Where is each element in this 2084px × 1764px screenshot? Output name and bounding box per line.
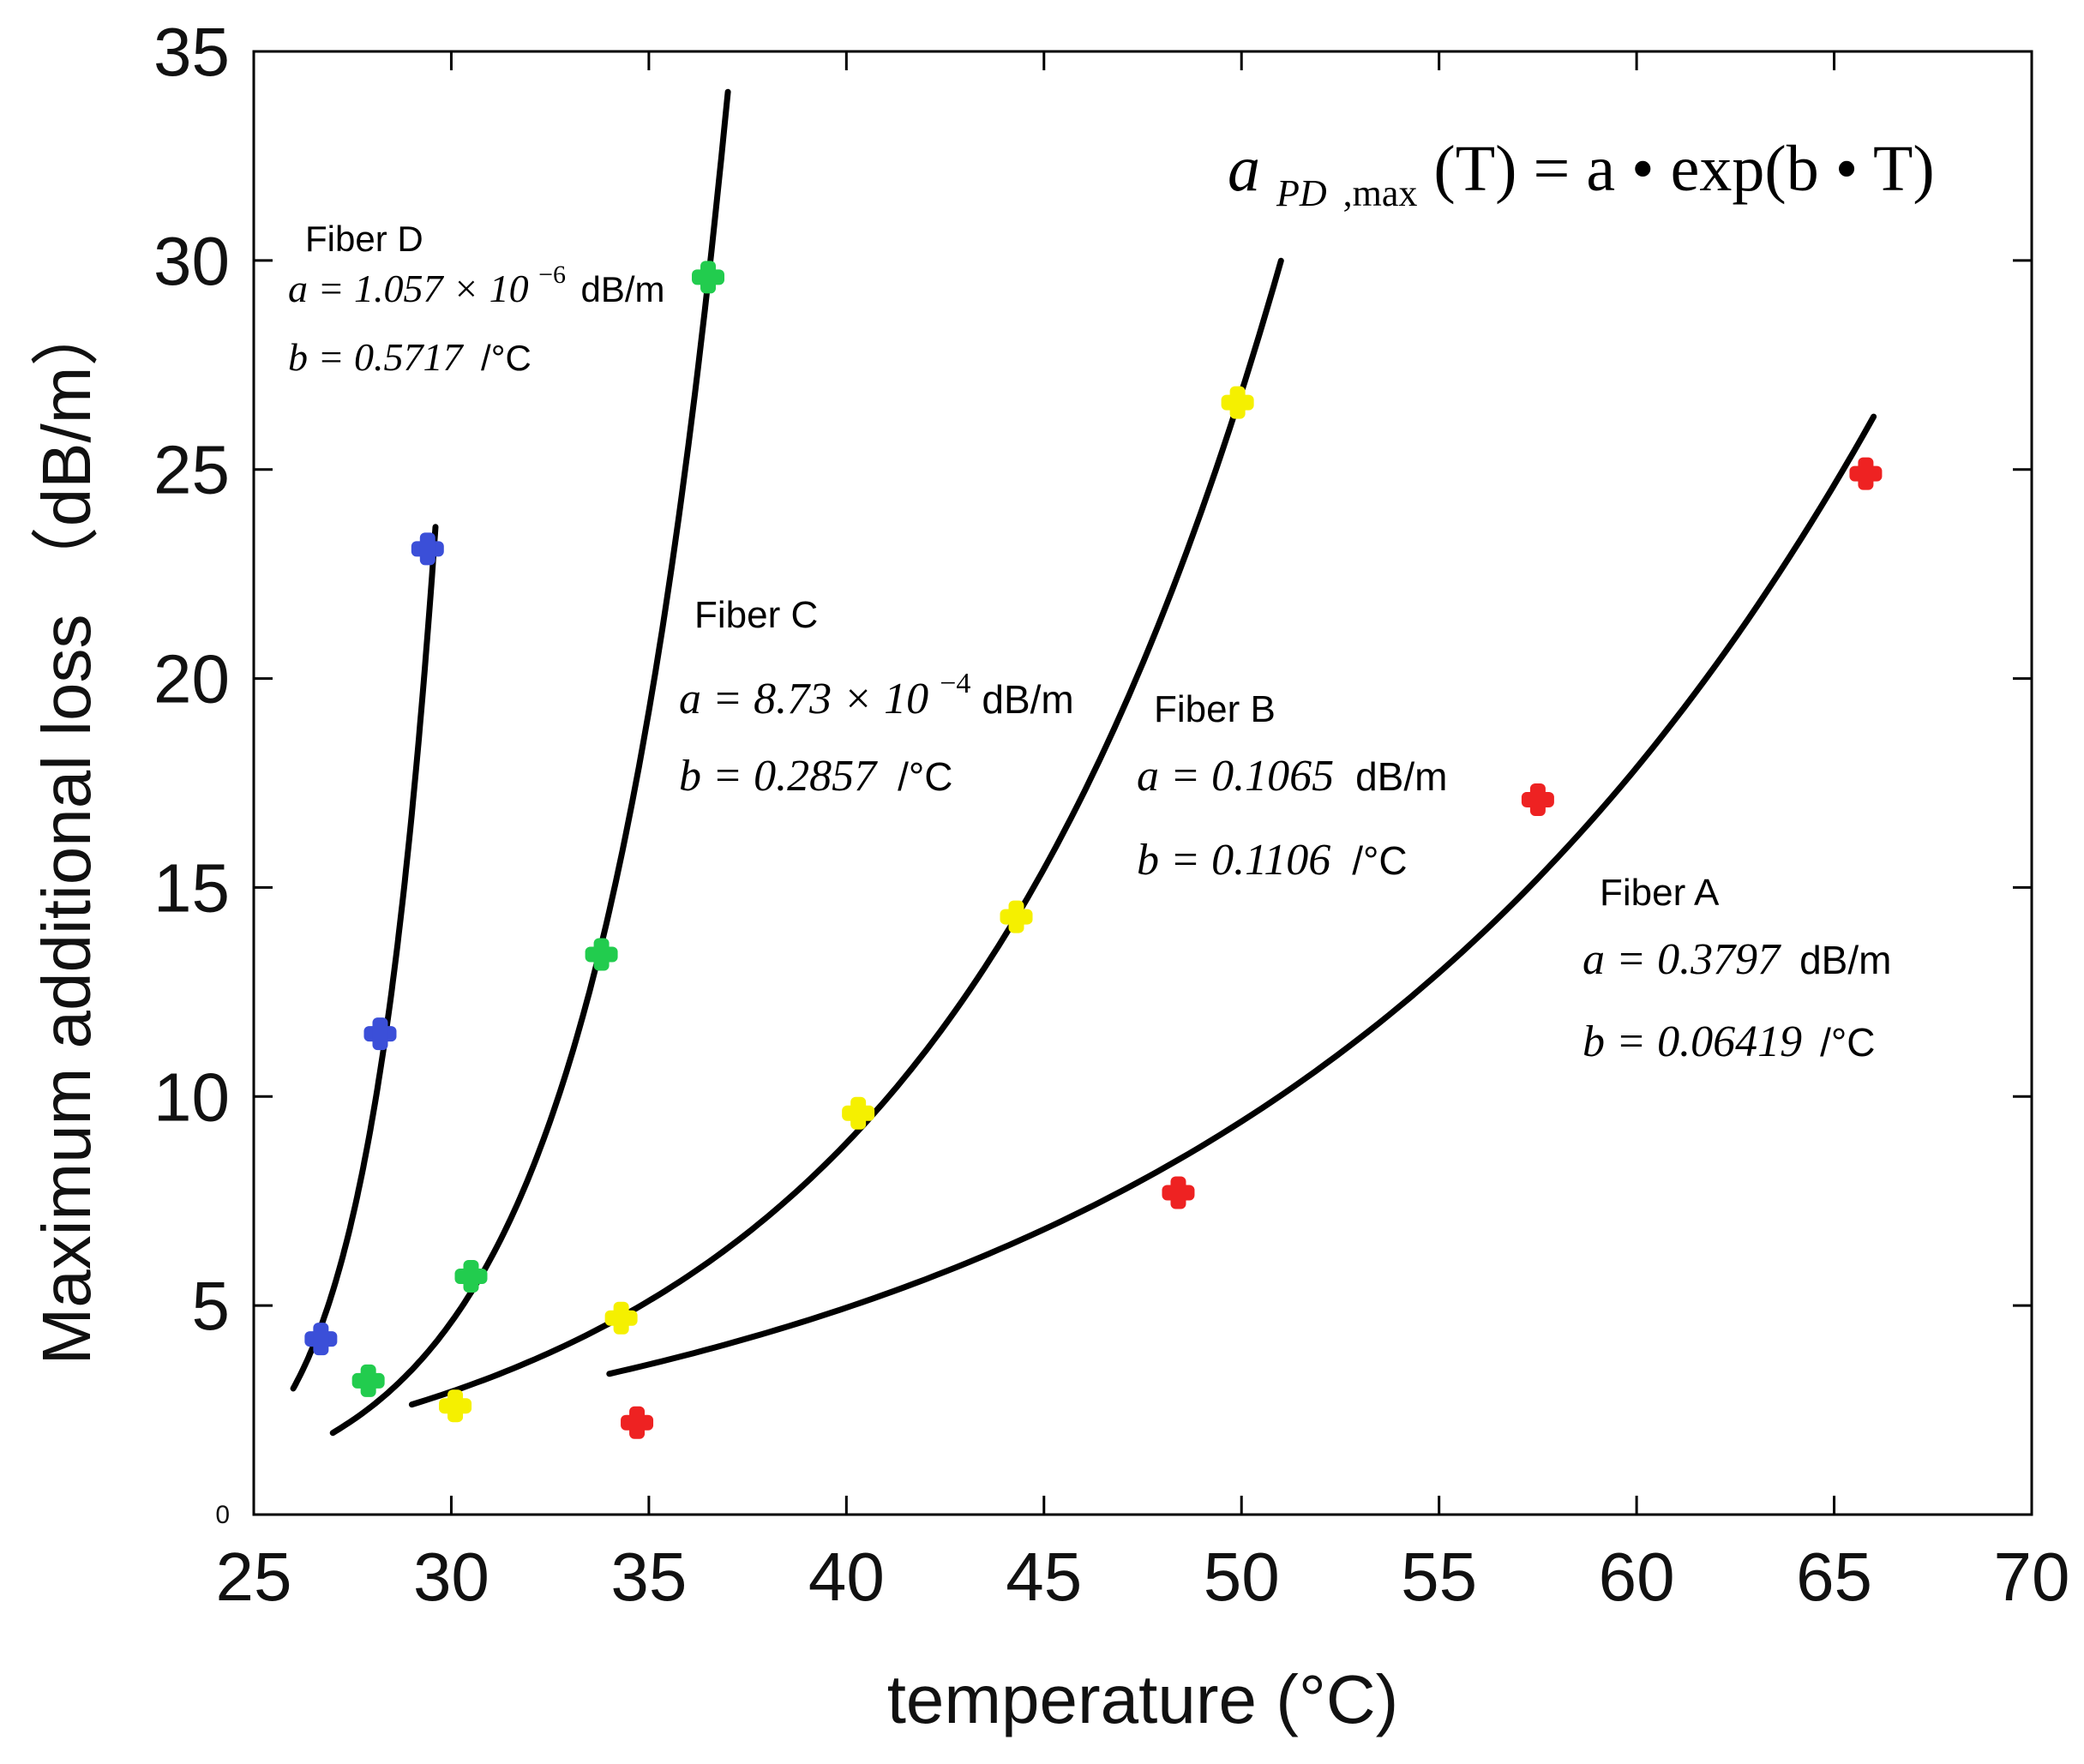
fiber-b-a-param: a = 0.1065 dB/m [1137,752,1447,801]
data-point-fiber-b [842,1096,875,1130]
fiber-a-a-param: a = 0.3797 dB/m [1583,935,1891,984]
fiber-d-a-exponent: −6 [538,261,566,289]
data-points [304,261,1883,1439]
formula-lhs: a [1228,133,1260,205]
data-point-fiber-c [454,1260,488,1293]
x-tick-label: 45 [1006,1539,1082,1615]
fiber-b-a-unit: dB/m [1355,754,1447,799]
formula-rhs: (T) = a • exp(b • T) [1433,133,1934,205]
y-tick-label: 5 [192,1268,231,1344]
fiber-c-a-unit: dB/m [982,677,1073,722]
fiber-d-label: Fiber D [305,219,423,259]
x-tick-label: 55 [1401,1539,1477,1615]
y-tick-label: 15 [153,849,230,926]
x-axis-label: temperature (°C) [887,1661,1399,1737]
fiber-c-label: Fiber C [694,594,818,636]
y-tick-label: 25 [153,432,230,508]
x-tick-label: 60 [1599,1539,1675,1615]
y-tick-label: 10 [153,1059,230,1135]
data-point-fiber-b [1000,900,1033,933]
fiber-b-label: Fiber B [1154,688,1276,730]
fiber-d-b-param: b = 0.5717 /°C [288,335,532,379]
fiber-a-b-value: b = 0.06419 [1583,1017,1802,1066]
y-tick-label: 35 [153,14,230,90]
fiber-d-a-unit: dB/m [581,269,665,309]
data-point-fiber-a [1849,457,1883,490]
y-tick-labels: 5 10 15 20 25 30 35 0 [153,14,230,1529]
x-tick-label: 50 [1204,1539,1280,1615]
fiber-d-a-value: a = 1.057 × 10 [288,267,529,310]
x-tick-label: 25 [216,1539,292,1615]
fit-curve-fiber-a [606,413,1877,1377]
fiber-c-a-exponent: −4 [940,668,970,699]
fiber-c-b-unit: /°C [898,754,952,799]
fiber-a-a-value: a = 0.3797 [1583,935,1781,984]
fiber-c-a-param: a = 8.73 × 10 −4 dB/m [679,654,1074,723]
model-formula: a PD ,max (T) = a • exp(b • T) [1228,133,1935,220]
fiber-a-a-unit: dB/m [1799,938,1891,982]
fiber-a-label: Fiber A [1600,872,1720,914]
fiber-d-b-unit: /°C [481,338,532,378]
fiber-b-a-value: a = 0.1065 [1137,752,1334,801]
fiber-c-b-value: b = 0.2857 [679,752,878,801]
fiber-a-b-unit: /°C [1820,1020,1875,1065]
fiber-d-b-value: b = 0.5717 [288,335,465,379]
data-point-fiber-d [363,1017,397,1051]
formula-subscript-max: ,max [1343,172,1418,214]
x-tick-label: 65 [1796,1539,1872,1615]
data-point-fiber-c [351,1364,385,1397]
data-point-fiber-a [1162,1176,1195,1209]
y-tick-label: 20 [153,641,230,717]
fit-curve-fiber-b [408,257,1284,1408]
axis-ticks [252,50,2033,1515]
data-point-fiber-a [1521,783,1554,817]
data-point-fiber-b [1221,386,1254,419]
plot-frame [252,50,2033,1516]
fit-curves [290,88,1877,1437]
x-tick-label: 40 [808,1539,885,1615]
data-point-fiber-a [621,1406,654,1439]
fiber-c-b-param: b = 0.2857 /°C [679,752,953,801]
data-point-fiber-b [439,1389,472,1423]
x-tick-label: 30 [413,1539,489,1615]
fiber-b-b-unit: /°C [1352,838,1407,883]
y-tick-label: 30 [153,223,230,299]
fit-curve-fiber-c [329,88,731,1437]
fiber-c-a-value: a = 8.73 × 10 [679,675,928,723]
y-tick-label-zero: 0 [215,1501,230,1529]
fit-curve-fiber-d [290,524,439,1392]
x-tick-labels: 25 30 35 40 45 50 55 60 65 70 [216,1539,2070,1615]
formula-subscript: PD [1276,172,1327,214]
fiber-b-b-param: b = 0.1106 /°C [1137,836,1408,885]
x-tick-label: 35 [610,1539,687,1615]
data-point-fiber-c [585,938,618,971]
data-point-fiber-c [692,261,725,294]
fiber-d-a-param: a = 1.057 × 10 −6 dB/m [288,248,665,310]
data-point-fiber-d [411,532,444,566]
data-point-fiber-d [304,1323,338,1356]
x-tick-label: 70 [1994,1539,2070,1615]
fiber-b-b-value: b = 0.1106 [1137,836,1330,885]
y-axis-label: Maximum additional loss （dB/m） [28,298,105,1365]
fiber-a-b-param: b = 0.06419 /°C [1583,1017,1876,1066]
data-point-fiber-b [604,1301,638,1335]
